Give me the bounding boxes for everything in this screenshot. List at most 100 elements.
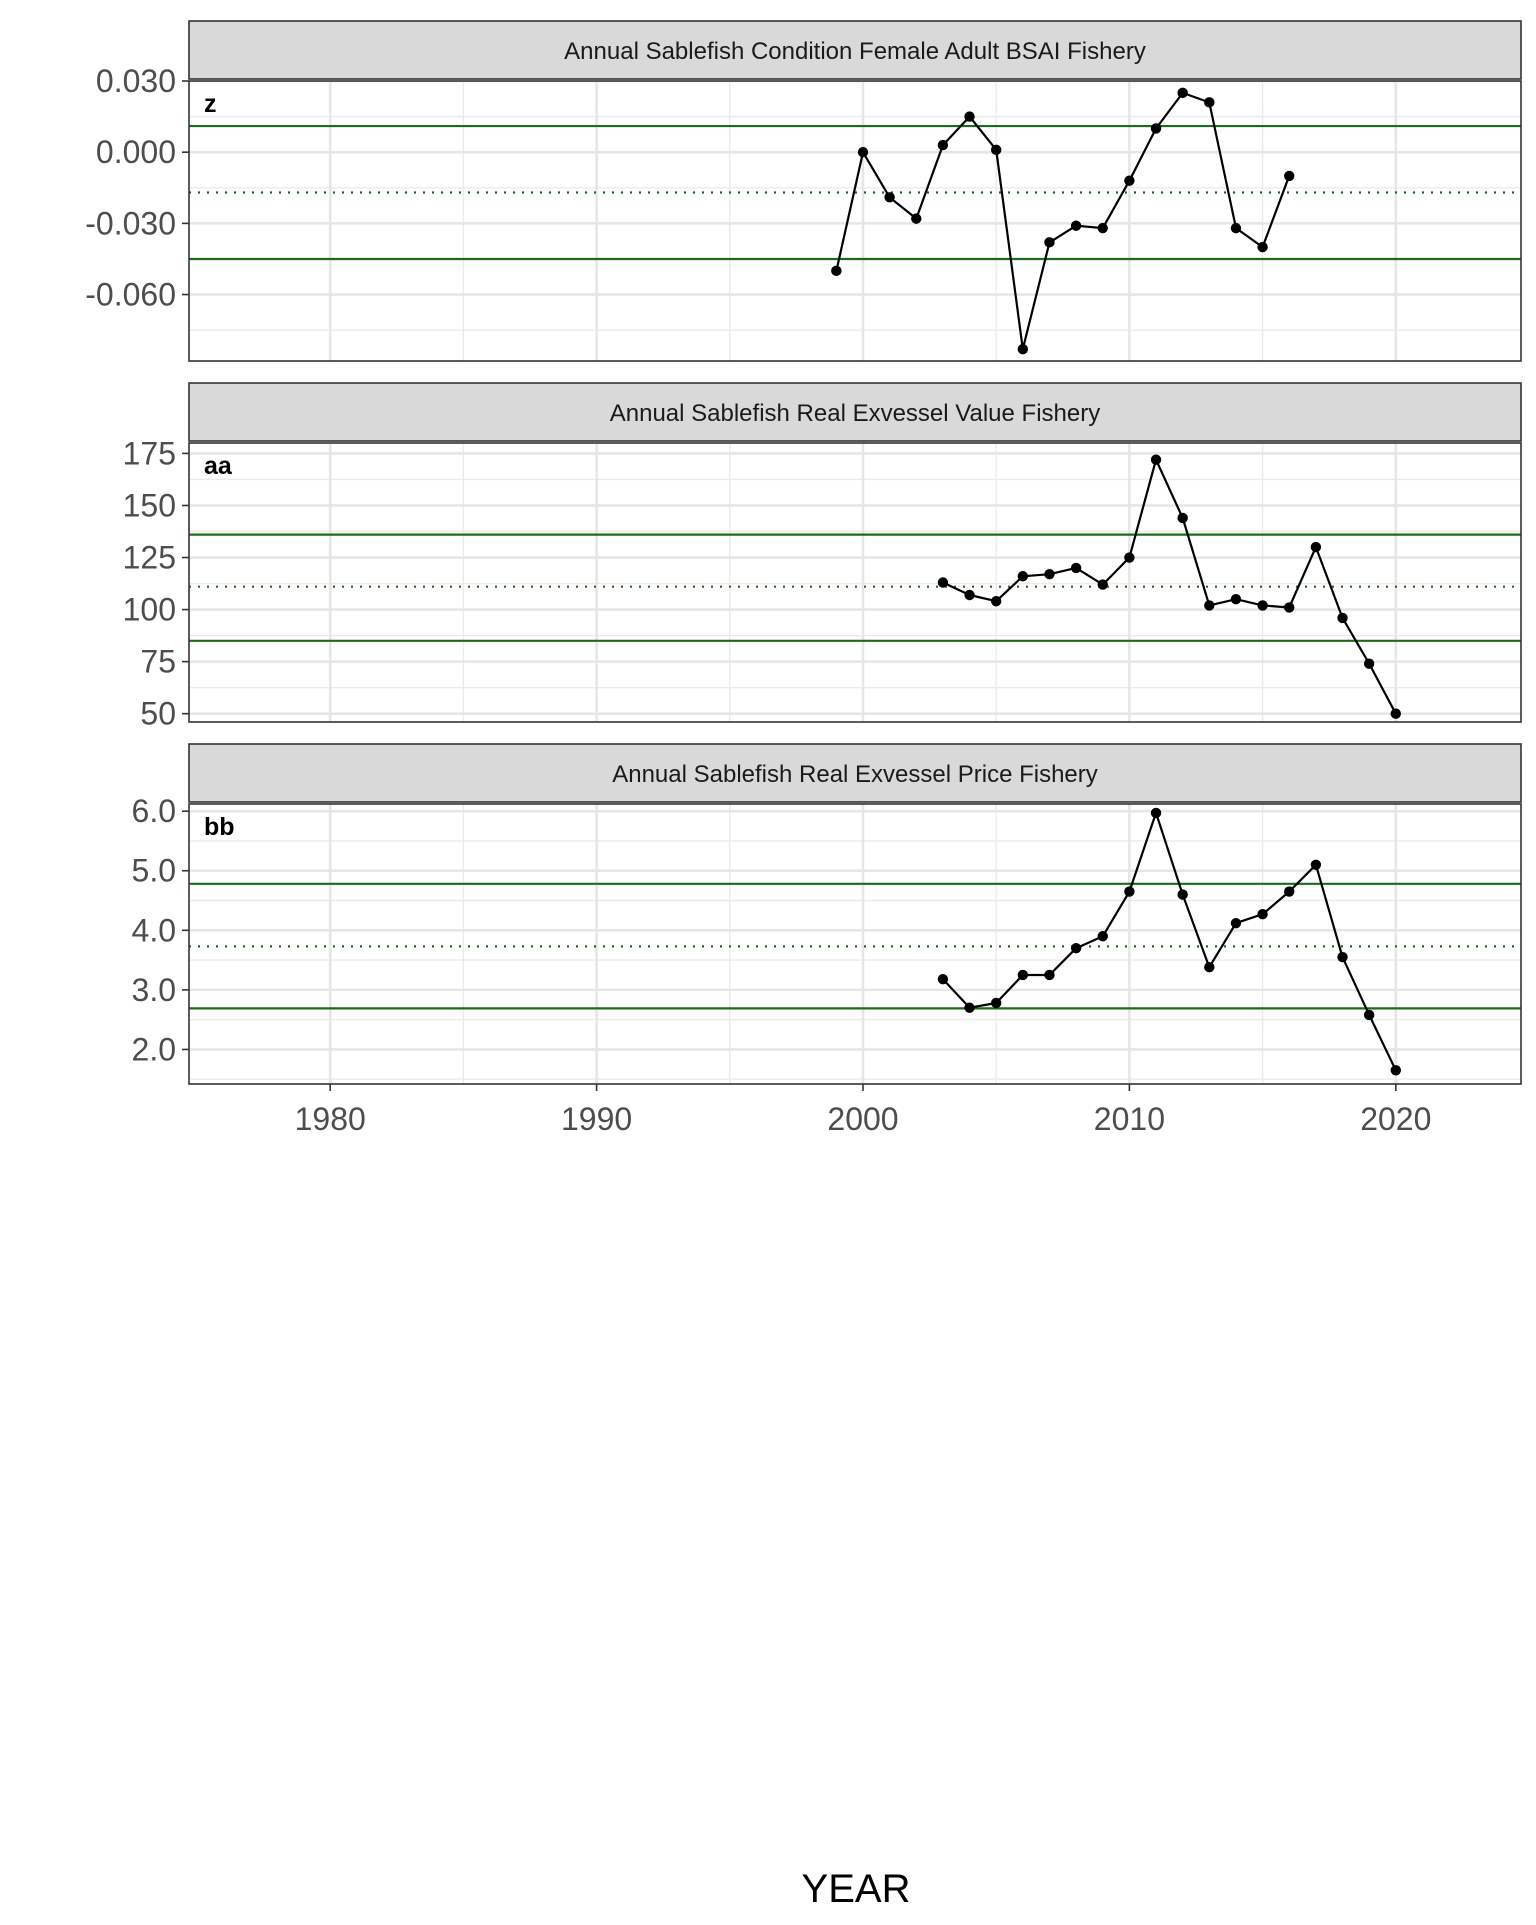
data-point bbox=[1363, 1009, 1375, 1021]
data-point bbox=[1390, 708, 1401, 719]
data-point bbox=[1097, 222, 1108, 234]
y-tick-label: -0.030 bbox=[85, 205, 176, 241]
data-point bbox=[1257, 909, 1268, 920]
panel-plot-area bbox=[189, 804, 1521, 1084]
facet-strip-title: Annual Sablefish Real Exvessel Value Fis… bbox=[610, 400, 1100, 427]
data-point bbox=[1124, 886, 1135, 897]
data-point bbox=[1070, 220, 1082, 231]
facet-strip bbox=[188, 382, 1522, 442]
panel-tag-label: aa bbox=[204, 452, 233, 480]
data-point bbox=[1363, 658, 1375, 669]
x-tick-label: 2000 bbox=[827, 1101, 898, 1137]
y-tick-label: 6.0 bbox=[132, 793, 176, 829]
data-point bbox=[1124, 552, 1135, 563]
data-point bbox=[1337, 612, 1348, 624]
data-point bbox=[1204, 962, 1215, 973]
data-point bbox=[964, 1002, 975, 1013]
data-point bbox=[1044, 568, 1055, 580]
panel-plot-area bbox=[189, 443, 1521, 722]
series-line bbox=[942, 811, 1397, 1071]
data-point bbox=[1284, 170, 1295, 182]
data-point bbox=[1070, 562, 1082, 574]
data-point bbox=[1177, 889, 1188, 900]
data-point bbox=[1044, 969, 1055, 981]
y-tick-label: -0.060 bbox=[85, 277, 176, 313]
panel-tag-label: bb bbox=[204, 813, 235, 841]
panel-border bbox=[188, 803, 1522, 1085]
data-point bbox=[1284, 602, 1295, 613]
y-tick-label: 5.0 bbox=[132, 853, 176, 889]
data-point bbox=[1017, 571, 1029, 582]
panel-1: Annual Sablefish Condition Female Adult … bbox=[85, 20, 1522, 362]
x-tick-label: 2010 bbox=[1094, 1101, 1165, 1137]
data-point bbox=[1097, 579, 1108, 590]
data-point bbox=[1230, 917, 1242, 929]
data-point bbox=[1017, 343, 1029, 355]
panel-border bbox=[188, 80, 1522, 362]
panel-border bbox=[188, 442, 1522, 723]
data-point bbox=[1097, 931, 1108, 942]
data-point bbox=[990, 997, 1002, 1009]
data-point bbox=[911, 213, 922, 224]
series-line bbox=[942, 458, 1397, 715]
y-tick-label: 100 bbox=[123, 592, 176, 628]
data-point bbox=[1124, 175, 1135, 186]
panel-2: Annual Sablefish Real Exvessel Value Fis… bbox=[123, 382, 1522, 732]
facet-strip bbox=[188, 20, 1522, 80]
x-tick-label: 1990 bbox=[561, 1101, 632, 1137]
y-tick-label: 75 bbox=[140, 644, 176, 680]
panel-background bbox=[189, 81, 1521, 361]
x-tick-label: 1980 bbox=[295, 1101, 366, 1137]
facet-strip-title: Annual Sablefish Real Exvessel Price Fis… bbox=[612, 761, 1098, 788]
data-point bbox=[1230, 222, 1242, 234]
data-point bbox=[1257, 600, 1268, 611]
data-point bbox=[1257, 241, 1268, 253]
data-point bbox=[1177, 87, 1188, 99]
data-point bbox=[1230, 593, 1242, 605]
data-point bbox=[964, 589, 975, 601]
data-point bbox=[1337, 951, 1348, 963]
data-point bbox=[1390, 1065, 1401, 1076]
data-point bbox=[937, 973, 949, 985]
data-point bbox=[990, 596, 1002, 607]
data-point bbox=[1204, 600, 1215, 611]
data-point bbox=[1284, 886, 1295, 897]
panel-tag-label: z bbox=[204, 90, 217, 118]
y-tick-label: 4.0 bbox=[132, 912, 176, 948]
data-point bbox=[1204, 97, 1215, 108]
y-tick-label: 3.0 bbox=[132, 972, 176, 1008]
data-point bbox=[990, 144, 1002, 156]
data-point bbox=[1150, 123, 1162, 134]
data-point bbox=[964, 111, 975, 122]
y-tick-label: 0.030 bbox=[96, 63, 176, 99]
data-point bbox=[884, 192, 895, 203]
panels-group: Annual Sablefish Condition Female Adult … bbox=[85, 20, 1522, 1085]
data-point bbox=[1177, 512, 1188, 524]
x-axis: 1980 1990 2000 2010 2020 bbox=[295, 1084, 1431, 1137]
data-point bbox=[1310, 541, 1322, 553]
y-tick-label: 2.0 bbox=[132, 1031, 176, 1067]
data-point bbox=[1017, 969, 1029, 981]
data-point bbox=[831, 265, 842, 277]
panel-background bbox=[189, 804, 1521, 1084]
x-tick-label: 2020 bbox=[1360, 1101, 1431, 1137]
x-axis-title: YEAR bbox=[802, 1867, 911, 1911]
facet-strip bbox=[188, 743, 1522, 803]
data-point bbox=[937, 577, 949, 588]
panel-plot-area bbox=[189, 81, 1521, 361]
y-tick-label: 50 bbox=[140, 696, 176, 732]
facet-strip-title: Annual Sablefish Condition Female Adult … bbox=[564, 38, 1146, 65]
data-point bbox=[1070, 942, 1082, 954]
data-point bbox=[1310, 859, 1322, 870]
series-line bbox=[835, 91, 1291, 351]
data-point bbox=[937, 139, 949, 151]
panel-3: Annual Sablefish Real Exvessel Price Fis… bbox=[132, 743, 1522, 1085]
y-tick-label: 150 bbox=[123, 487, 176, 523]
data-point bbox=[857, 146, 869, 158]
data-point bbox=[1150, 454, 1162, 465]
data-point bbox=[1044, 237, 1055, 248]
data-point bbox=[1150, 807, 1162, 819]
panel-background bbox=[189, 443, 1521, 722]
